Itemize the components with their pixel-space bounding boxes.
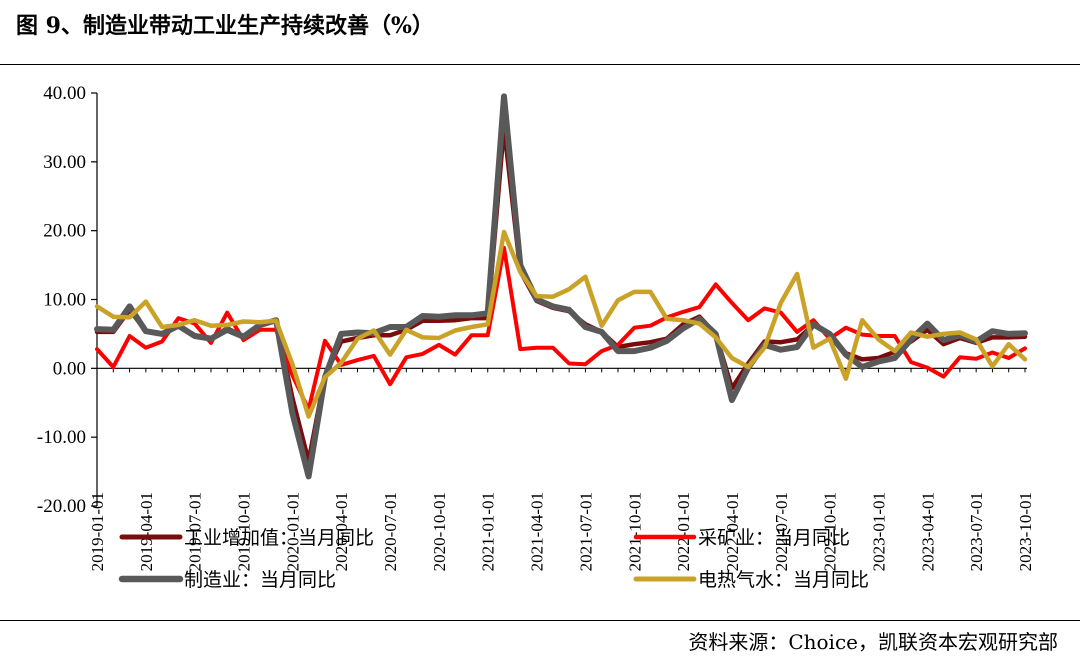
x-tick-label: 2019-01-01 bbox=[88, 492, 107, 571]
y-tick-label: 40.00 bbox=[43, 83, 86, 104]
x-tick-label: 2023-10-01 bbox=[1016, 492, 1035, 571]
y-tick-label: 10.00 bbox=[43, 290, 86, 311]
x-tick-label: 2023-04-01 bbox=[918, 492, 937, 571]
x-tick-label: 2020-04-01 bbox=[332, 492, 351, 571]
x-tick-label: 2022-07-01 bbox=[772, 492, 791, 571]
x-tick-label: 2021-10-01 bbox=[625, 492, 644, 571]
y-tick-label: 30.00 bbox=[43, 152, 86, 173]
x-tick-label: 2022-04-01 bbox=[723, 492, 742, 571]
source-note: 资料来源：Choice，凯联资本宏观研究部 bbox=[688, 630, 1058, 654]
x-tick-label: 2023-07-01 bbox=[967, 492, 986, 571]
legend-label: 工业增加值：当月同比 bbox=[184, 527, 374, 549]
x-tick-label: 2021-01-01 bbox=[479, 492, 498, 571]
x-tick-label: 2020-10-01 bbox=[430, 492, 449, 571]
x-tick-label: 2022-10-01 bbox=[821, 492, 840, 571]
series-line-4 bbox=[94, 229, 1028, 419]
y-tick-label: 20.00 bbox=[43, 221, 86, 242]
series-lines bbox=[94, 93, 1028, 480]
y-tick-label: -10.00 bbox=[37, 427, 86, 448]
x-tick-label: 2019-07-01 bbox=[186, 492, 205, 571]
legend-label: 采矿业：当月同比 bbox=[698, 527, 850, 549]
bottom-rule bbox=[0, 620, 1080, 621]
series-line-2 bbox=[95, 245, 1027, 412]
legend-label: 电热气水：当月同比 bbox=[698, 569, 869, 591]
x-tick-label: 2021-07-01 bbox=[576, 492, 595, 571]
legend-label: 制造业：当月同比 bbox=[184, 569, 336, 591]
x-tick-label: 2019-10-01 bbox=[235, 492, 254, 571]
x-tick-label: 2019-04-01 bbox=[137, 492, 156, 571]
x-tick-label: 2021-04-01 bbox=[528, 492, 547, 571]
series-line-3 bbox=[94, 93, 1028, 480]
y-tick-label: -20.00 bbox=[37, 496, 86, 517]
y-tick-label: 0.00 bbox=[53, 358, 86, 379]
x-tick-label: 2020-07-01 bbox=[381, 492, 400, 571]
top-rule bbox=[0, 64, 1080, 65]
chart-title: 图 9、制造业带动工业生产持续改善（%） bbox=[16, 13, 434, 39]
x-tick-label: 2022-01-01 bbox=[674, 492, 693, 571]
x-tick-label: 2023-01-01 bbox=[869, 492, 888, 571]
x-tick-label: 2020-01-01 bbox=[283, 492, 302, 571]
